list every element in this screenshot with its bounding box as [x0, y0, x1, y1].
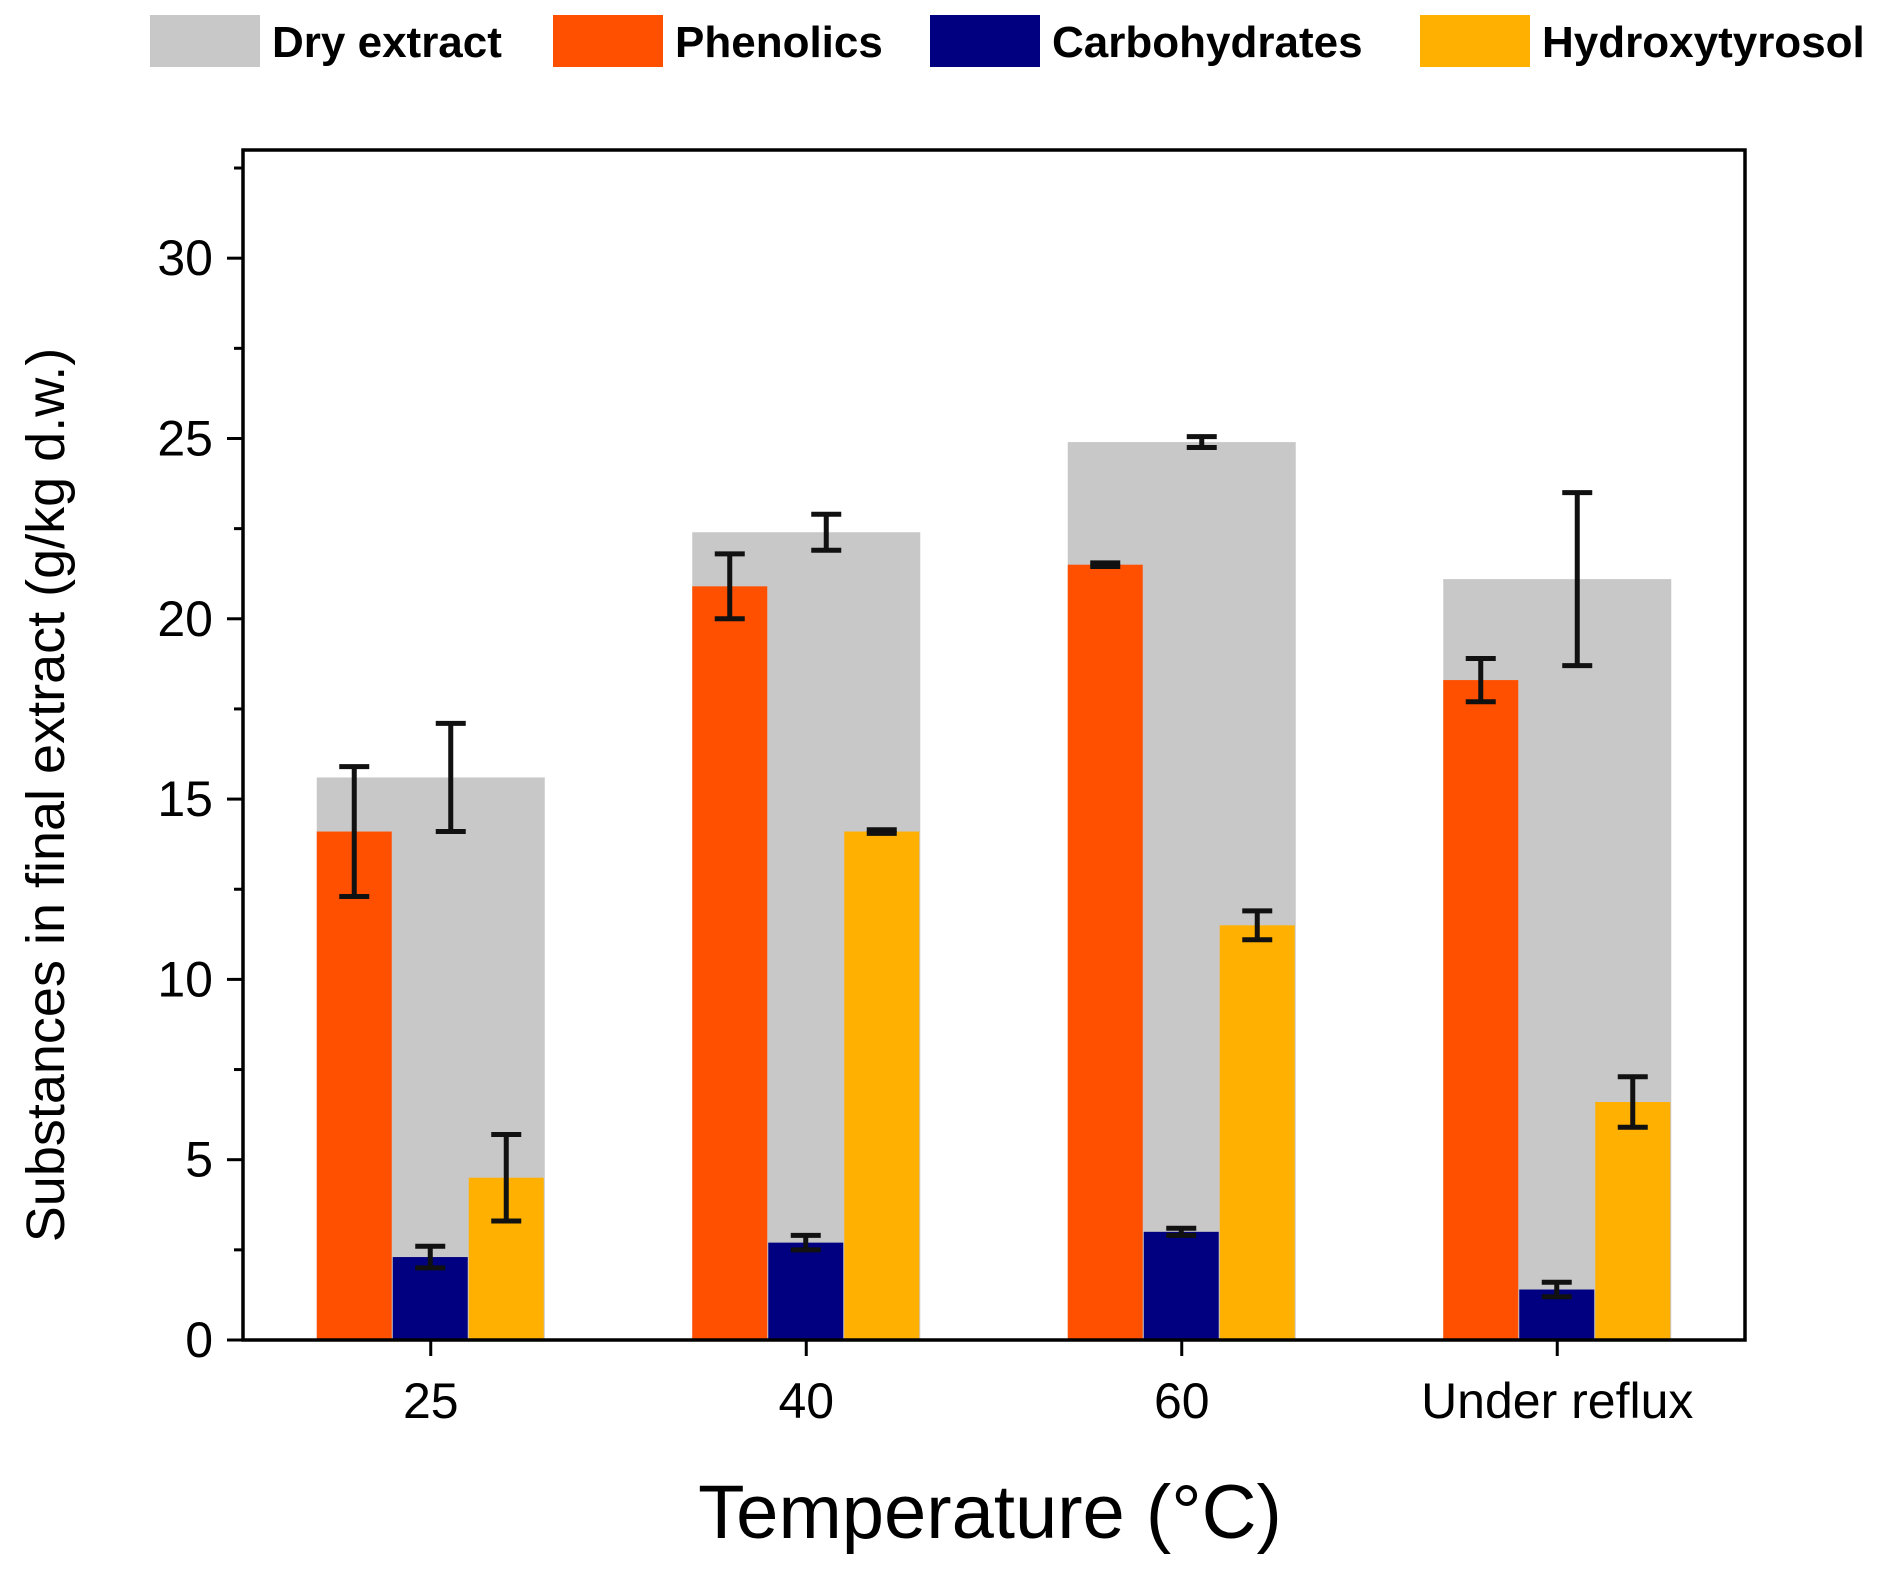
bar-hydroxytyrosol	[1595, 1102, 1671, 1340]
error-bar-dry-extract	[435, 720, 466, 835]
y-tick-label: 0	[185, 1312, 213, 1368]
x-tick-label: 25	[403, 1373, 459, 1429]
error-bar-dry-extract	[811, 511, 842, 553]
legend-label: Hydroxytyrosol	[1542, 18, 1865, 67]
y-tick-label: 15	[157, 771, 213, 827]
error-bar-dry-extract	[1186, 434, 1217, 450]
y-tick-label: 25	[157, 410, 213, 466]
error-bar-carbohydrates	[1166, 1225, 1197, 1238]
bar-carbohydrates	[768, 1242, 844, 1340]
legend-swatch	[930, 15, 1040, 67]
x-tick-label: 60	[1154, 1373, 1210, 1429]
error-bar-carbohydrates	[1541, 1279, 1572, 1300]
error-bar-hydroxytyrosol	[1242, 908, 1273, 943]
x-axis-label: Temperature (°C)	[698, 1470, 1282, 1555]
plot-frame	[241, 148, 1747, 1342]
error-bar-phenolics	[1465, 655, 1496, 705]
axis-labels: Substances in final extract (g/kg d.w.) …	[16, 348, 1282, 1555]
legend-swatch	[150, 15, 260, 67]
bar-phenolics	[316, 831, 392, 1340]
error-bar-carbohydrates	[415, 1243, 446, 1271]
legend-label: Dry extract	[272, 18, 502, 67]
bar-phenolics	[1443, 680, 1519, 1340]
bar-hydroxytyrosol	[1219, 925, 1295, 1340]
error-bars	[339, 434, 1648, 1300]
error-bar-hydroxytyrosol	[1617, 1074, 1648, 1130]
legend-item-phenolics: Phenolics	[553, 15, 883, 67]
bar-carbohydrates	[1143, 1231, 1219, 1340]
error-bar-phenolics	[714, 551, 745, 622]
y-axis-label: Substances in final extract (g/kg d.w.)	[16, 348, 76, 1242]
y-tick-label: 20	[157, 591, 213, 647]
y-tick-label: 10	[157, 951, 213, 1007]
legend-label: Phenolics	[675, 18, 883, 67]
bar-carbohydrates	[392, 1257, 468, 1340]
legend-item-dry-extract: Dry extract	[150, 15, 502, 67]
bar-phenolics	[1067, 564, 1143, 1340]
error-bar-phenolics	[1090, 560, 1121, 569]
bars	[316, 442, 1672, 1340]
y-tick-label: 5	[185, 1132, 213, 1188]
x-tick-label: 40	[778, 1373, 834, 1429]
error-bar-carbohydrates	[790, 1232, 821, 1253]
axes: 25 40 60 Under reflux 0 5 10 15 20 25 30	[157, 148, 1747, 1429]
error-bar-hydroxytyrosol	[491, 1131, 522, 1224]
legend-label: Carbohydrates	[1052, 18, 1363, 67]
error-bar-dry-extract	[1562, 490, 1593, 669]
bar-phenolics	[692, 586, 768, 1340]
y-tick-label: 30	[157, 230, 213, 286]
error-bar-phenolics	[339, 764, 370, 899]
error-bar-hydroxytyrosol	[866, 827, 897, 836]
legend: Dry extract Phenolics Carbohydrates Hydroxy…	[150, 15, 1865, 67]
legend-item-carbohydrates: Carbohydrates	[930, 15, 1363, 67]
legend-swatch	[1420, 15, 1530, 67]
legend-item-hydroxytyrosol: Hydroxytyrosol	[1420, 15, 1865, 67]
bar-hydroxytyrosol	[844, 831, 920, 1340]
x-tick-label: Under reflux	[1421, 1373, 1693, 1429]
legend-swatch	[553, 15, 663, 67]
